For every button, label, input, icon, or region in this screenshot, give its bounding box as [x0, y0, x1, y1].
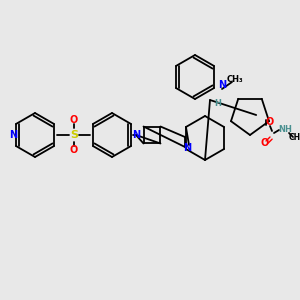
- Text: O: O: [261, 138, 269, 148]
- Text: NH: NH: [278, 125, 292, 134]
- Text: O: O: [266, 117, 274, 127]
- Text: N: N: [132, 130, 140, 140]
- Text: N: N: [218, 80, 226, 90]
- Text: O: O: [70, 115, 78, 125]
- Text: N: N: [183, 143, 191, 153]
- Text: S: S: [70, 130, 78, 140]
- Text: H: H: [214, 98, 221, 107]
- Text: O: O: [70, 145, 78, 155]
- Text: CH₃: CH₃: [227, 74, 243, 83]
- Text: N: N: [9, 130, 17, 140]
- Text: CH₃: CH₃: [288, 134, 300, 142]
